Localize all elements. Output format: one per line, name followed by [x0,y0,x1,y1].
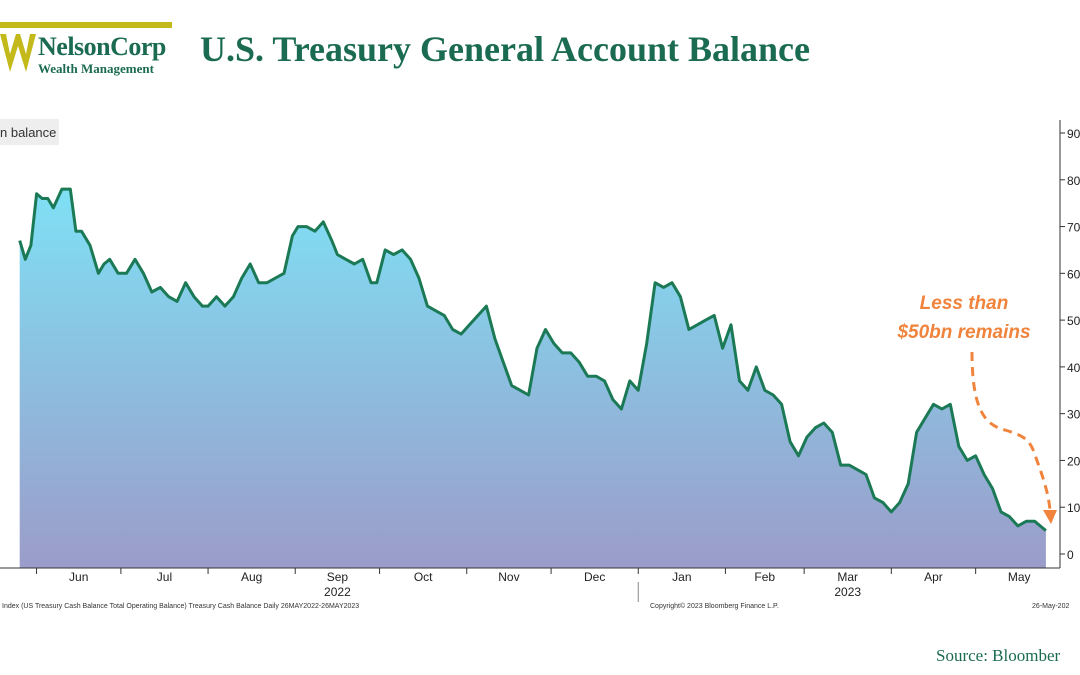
y-tick-label: 10 [1067,501,1080,515]
annotation-arrow [970,351,1052,511]
year-label: 2023 [834,585,861,599]
x-tick-label: Sep [327,570,349,584]
page-title: U.S. Treasury General Account Balance [200,29,810,69]
x-tick-label: Mar [837,570,858,584]
legend-box [0,119,59,145]
y-tick-label: 90 [1067,127,1080,141]
y-tick-label: 20 [1067,454,1080,468]
logo-bar [0,22,172,28]
x-tick-label: Dec [584,570,605,584]
y-tick-label: 30 [1067,408,1080,422]
x-tick-label: Nov [498,570,519,584]
balance-chart: n balance 0 10 20 30 40 50 60 70 80 90 Jun Jul Aug Sep… [0,119,1080,610]
y-tick-label: 70 [1067,221,1080,235]
logo-mark-icon [0,34,36,72]
logo-name: NelsonCorp [38,32,166,61]
x-tick-label: May [1008,570,1031,584]
y-tick-label: 80 [1067,174,1080,188]
footer-left: Index (US Treasury Cash Balance Total Op… [2,603,359,610]
annotation-line-2: $50bn remains [896,322,1030,343]
x-tick-label: Jun [69,570,88,584]
series-line [18,187,1047,532]
y-tick-label: 40 [1067,361,1080,375]
legend-label: n balance [0,125,56,140]
x-tick-label: Jul [157,570,172,584]
x-tick-label: Jan [672,570,691,584]
x-tick-label: Aug [241,570,262,584]
footer-right: 26-May-202 [1032,603,1069,610]
x-tick-label: Apr [924,570,943,584]
y-tick-label: 60 [1067,267,1080,281]
footer-center: Copyright© 2023 Bloomberg Finance L.P. [650,602,779,610]
company-logo: NelsonCorp Wealth Management [0,22,175,78]
annotation-line-1: Less than [920,293,1009,314]
year-label: 2022 [324,585,351,599]
y-tick-label: 50 [1067,314,1080,328]
x-tick-label: Feb [754,570,775,584]
y-tick-label: 0 [1067,548,1074,562]
logo-subtitle: Wealth Management [38,61,154,76]
annotation-arrowhead [1043,510,1057,524]
source-note: Source: Bloomber [936,646,1061,665]
x-tick-label: Oct [414,570,433,584]
